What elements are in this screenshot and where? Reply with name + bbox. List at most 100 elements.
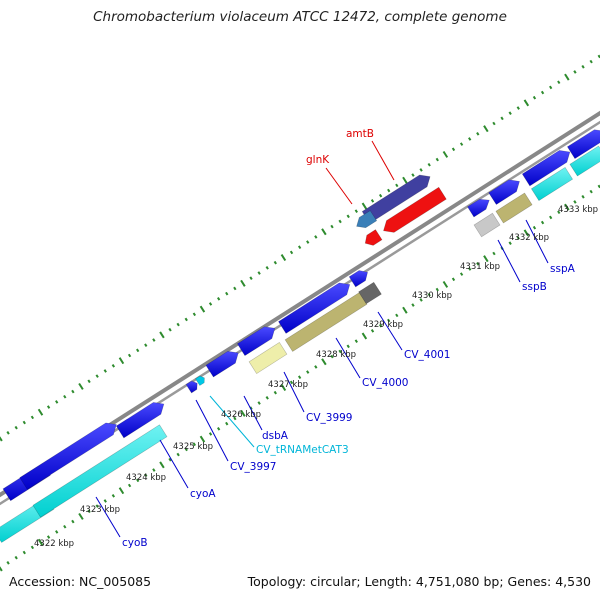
tick-minor (168, 457, 172, 462)
tick-minor (249, 276, 253, 280)
tick-minor (557, 210, 561, 215)
tick-minor (273, 390, 277, 395)
tick-minor (71, 389, 75, 394)
cds-CV_4001 (348, 270, 368, 288)
tick-minor (152, 338, 156, 342)
map-title: Chromobacterium violaceum ATCC 12472, co… (93, 9, 507, 25)
outer-tick-ring (0, 54, 600, 442)
cds-cyoA-fwd (19, 422, 117, 490)
tick-minor (63, 394, 67, 399)
tick-minor (378, 323, 383, 328)
tick-minor (492, 121, 496, 126)
tick-major (118, 487, 125, 495)
gene-label: glnK (306, 154, 330, 166)
tick-minor (354, 339, 358, 343)
tick-minor (549, 85, 553, 90)
tick-minor (192, 312, 197, 317)
cds-red-1 (383, 186, 447, 233)
tick-major (199, 305, 206, 313)
tick-minor (144, 343, 148, 347)
tick-minor (540, 90, 545, 95)
gene-label: cyoA (190, 488, 216, 500)
tick-label: 4325 kbp (173, 442, 213, 452)
tick-minor (289, 250, 294, 255)
gene-label: cyoB (122, 537, 148, 549)
tick-minor (168, 327, 172, 332)
tick-label: 4323 kbp (80, 505, 120, 515)
tick-label: 4330 kbp (412, 291, 452, 301)
tick-minor (500, 116, 504, 121)
tick-minor (476, 132, 480, 136)
tick-minor (297, 245, 302, 250)
tick-minor (346, 344, 350, 349)
tick-minor (22, 550, 26, 555)
cds-sspB-fwd (467, 198, 490, 218)
tick-major (442, 150, 449, 158)
tick-minor (411, 173, 415, 177)
tick-minor (516, 106, 520, 110)
genome-summary-text: Topology: circular; Length: 4,751,080 bp… (247, 574, 591, 589)
gene-label: dsbA (262, 430, 289, 442)
tick-major (280, 384, 287, 392)
tick-major (402, 306, 408, 314)
tick-minor (55, 530, 59, 534)
tick-minor (273, 260, 277, 265)
tick-minor (257, 401, 261, 405)
tick-minor (297, 375, 302, 380)
tick-minor (95, 504, 99, 508)
tick-minor (257, 271, 261, 275)
tick-minor (46, 535, 51, 539)
tick-major (240, 409, 246, 417)
gene-label: CV_3999 (306, 412, 353, 424)
accession-text: Accession: NC_005085 (9, 574, 152, 589)
tick-minor (127, 353, 132, 358)
leader-line (209, 395, 255, 448)
tick-major (483, 125, 489, 133)
tick-minor (208, 432, 213, 436)
tick-minor (476, 262, 480, 266)
tick-label: 4326 kbp (221, 410, 261, 420)
tick-minor (387, 188, 391, 193)
leader-line (525, 219, 549, 264)
cds-fwd-6 (521, 150, 571, 187)
leader-line (325, 167, 353, 205)
cds-CV_3999 (236, 326, 276, 357)
tick-minor (14, 555, 18, 560)
tick-minor (459, 142, 464, 146)
cds-red-2 (364, 229, 383, 246)
tick-minor (14, 425, 18, 430)
tick-minor (306, 370, 310, 374)
tick-minor (55, 400, 59, 404)
tick-minor (532, 95, 537, 100)
tick-major (0, 566, 3, 572)
tick-minor (549, 215, 553, 220)
tick-minor (378, 193, 383, 198)
tick-minor (354, 209, 358, 213)
tick-minor (557, 80, 561, 85)
tick-minor (306, 240, 310, 244)
gene-label: CV_3997 (230, 461, 277, 473)
tick-major (37, 538, 44, 546)
tick-minor (492, 251, 496, 256)
tick-minor (144, 473, 148, 477)
tick-minor (71, 519, 75, 524)
tick-minor (508, 241, 512, 245)
tick-minor (184, 317, 188, 322)
tick-major (159, 331, 165, 339)
cds-reverse-3 (530, 166, 574, 202)
gene-label: sspB (522, 281, 547, 293)
leader-line (243, 395, 263, 431)
tick-minor (589, 189, 593, 194)
tick-minor (192, 442, 197, 447)
tick-minor (176, 322, 180, 327)
cds-CV_4000 (278, 282, 351, 334)
tick-minor (540, 220, 545, 225)
gene-label: amtB (346, 128, 374, 140)
leader-line (95, 496, 121, 538)
gene-label: sspA (550, 263, 576, 275)
tick-minor (581, 194, 585, 199)
tick-minor (216, 296, 221, 301)
tick-minor (111, 494, 116, 498)
tick-major (78, 512, 84, 520)
